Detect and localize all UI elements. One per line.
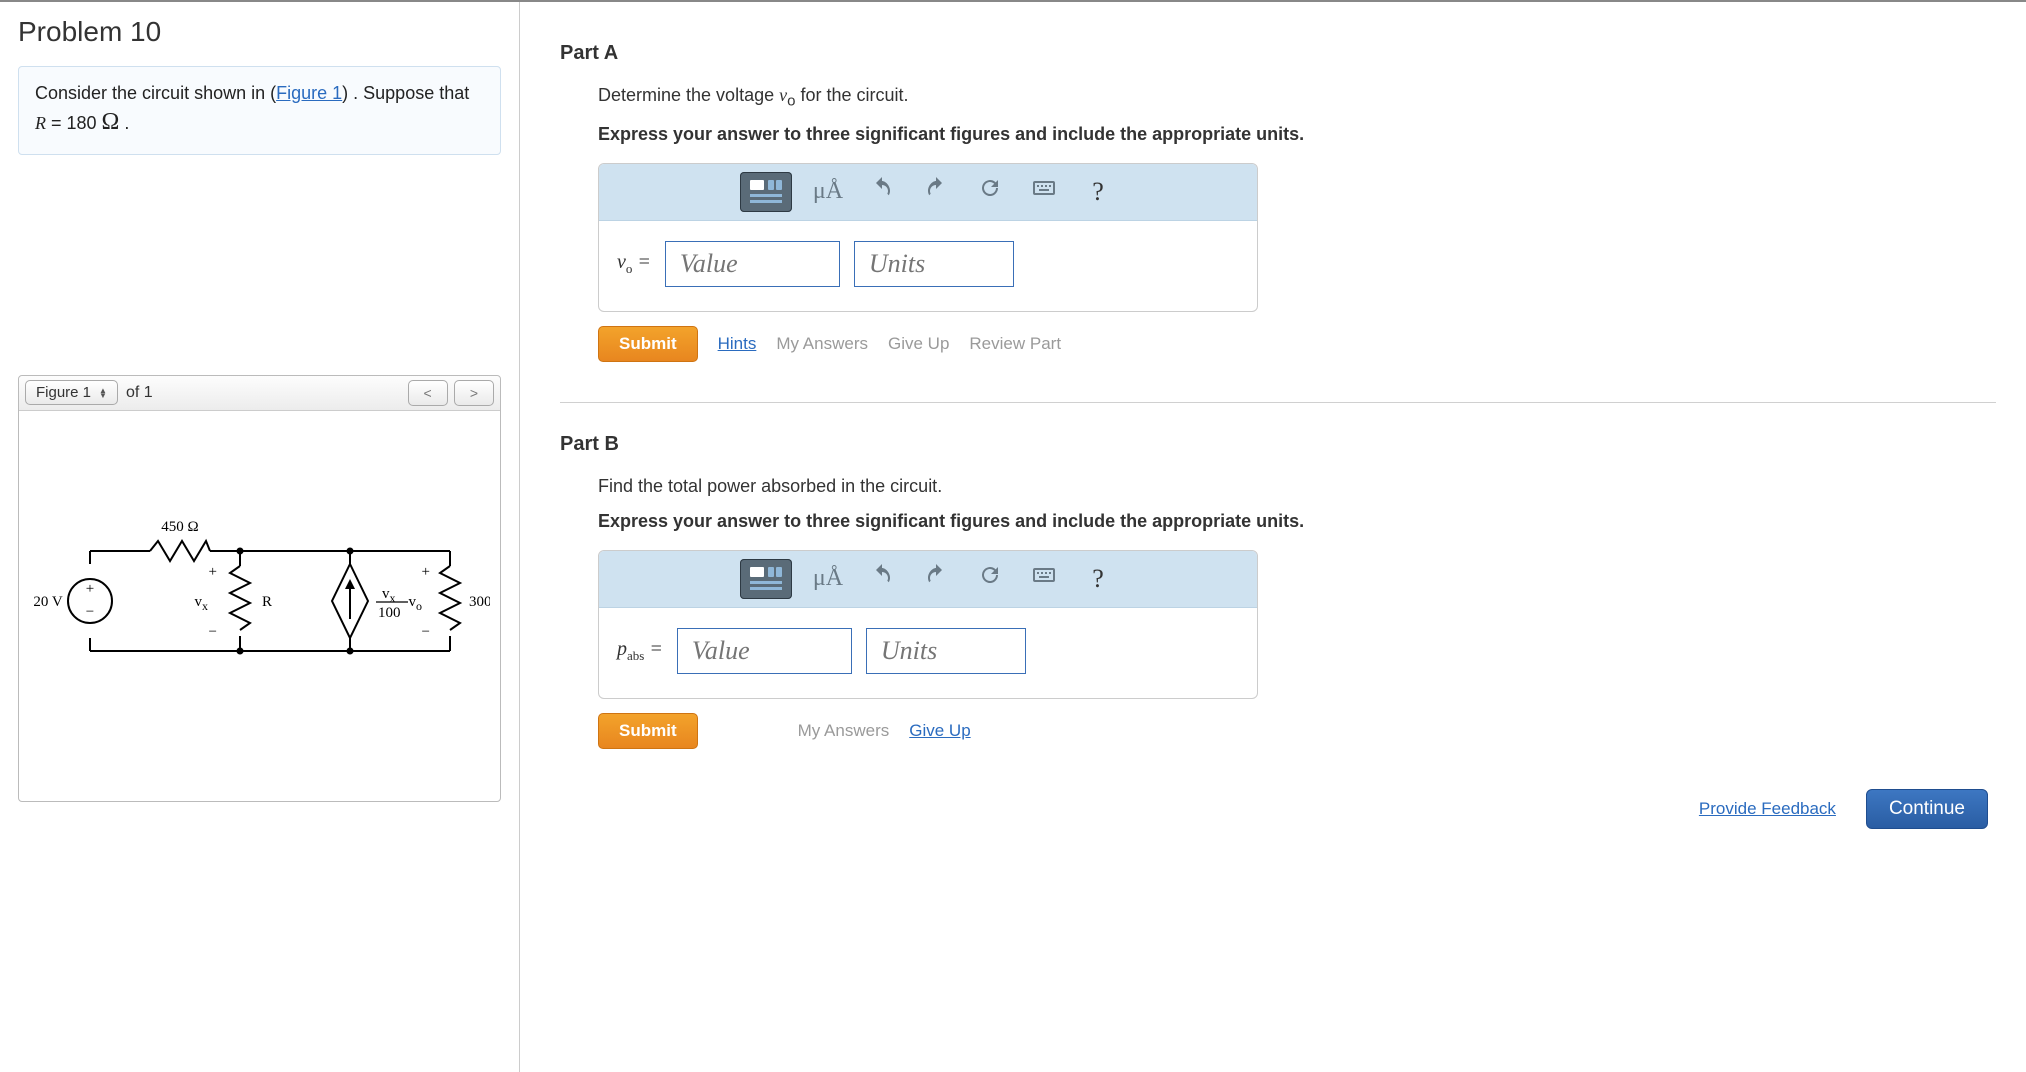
units-symbol-button[interactable]: μÅ [810,565,846,592]
part-b-value-input[interactable] [677,628,852,674]
undo-icon[interactable] [864,176,900,207]
reset-icon[interactable] [972,176,1008,207]
left-panel: Problem 10 Consider the circuit shown in… [0,2,520,1072]
svg-text:vo: vo [408,594,422,613]
part-a-submit-button[interactable]: Submit [598,326,698,362]
svg-text:+: + [208,564,216,580]
figure-body: .wire{stroke:#000;stroke-width:2;fill:no… [19,411,500,801]
continue-button[interactable]: Continue [1866,789,1988,829]
r-right-label: 300 Ω [469,594,490,610]
keyboard-icon[interactable] [1026,563,1062,594]
part-a-question: Determine the voltage vo for the circuit… [598,85,1996,110]
footer: Provide Feedback Continue [560,789,1996,829]
my-answers-label: My Answers [776,334,868,354]
svg-text:−: − [208,624,216,640]
prompt-text: . [119,113,129,133]
hints-link[interactable]: Hints [718,334,757,354]
redo-icon[interactable] [918,176,954,207]
prompt-text: = 180 [46,113,102,133]
part-b-lhs: pabs = [617,638,663,664]
figure-panel: Figure 1 ▲▼ of 1 < > .wire{stroke:#000;s… [18,375,501,802]
part-b-answer-box: μÅ ? pabs = [598,550,1258,699]
svg-text:100: 100 [378,605,401,621]
templates-button[interactable] [740,559,792,599]
stepper-icon: ▲▼ [99,388,107,398]
svg-text:−: − [85,604,93,620]
R-label: R [262,594,272,610]
omega-symbol: Ω [102,109,120,135]
help-icon[interactable]: ? [1080,564,1116,594]
help-icon[interactable]: ? [1080,177,1116,207]
part-a-instruction: Express your answer to three significant… [598,124,1996,145]
figure-count: of 1 [126,384,153,402]
svg-text:−: − [421,624,429,640]
part-a-lhs: vo = [617,251,651,277]
figure-next-button[interactable]: > [454,380,494,406]
vs-label: 20 V [33,594,62,610]
part-a-value-input[interactable] [665,241,840,287]
svg-text:+: + [85,581,93,597]
figure-header: Figure 1 ▲▼ of 1 < > [19,376,500,411]
problem-prompt: Consider the circuit shown in (Figure 1)… [18,66,501,155]
keyboard-icon[interactable] [1026,176,1062,207]
provide-feedback-link[interactable]: Provide Feedback [1699,799,1836,819]
part-b: Part B Find the total power absorbed in … [560,433,1996,749]
prompt-text: Consider the circuit shown in ( [35,83,276,103]
part-a-answer-box: μÅ ? vo = [598,163,1258,312]
reset-icon[interactable] [972,563,1008,594]
part-b-question: Find the total power absorbed in the cir… [598,476,1996,497]
var-R: R [35,113,46,133]
review-part-label: Review Part [969,334,1061,354]
part-a-actions: Submit Hints My Answers Give Up Review P… [598,326,1996,362]
part-b-actions: Submit My Answers Give Up [598,713,1996,749]
part-a-title: Part A [560,42,1996,65]
my-answers-label: My Answers [798,721,890,741]
r-top-label: 450 Ω [161,519,198,535]
problem-title: Problem 10 [18,16,501,48]
part-a: Part A Determine the voltage vo for the … [560,42,1996,362]
figure-prev-button[interactable]: < [408,380,448,406]
divider [560,402,1996,403]
part-b-title: Part B [560,433,1996,456]
figure-selector-label: Figure 1 [36,384,91,401]
svg-text:+: + [421,564,429,580]
circuit-diagram: .wire{stroke:#000;stroke-width:2;fill:no… [30,501,490,681]
part-b-instruction: Express your answer to three significant… [598,511,1996,532]
part-b-submit-button[interactable]: Submit [598,713,698,749]
prompt-text: ) . Suppose that [342,83,469,103]
give-up-label: Give Up [888,334,949,354]
figure-link[interactable]: Figure 1 [276,83,342,103]
answer-toolbar: μÅ ? [599,551,1257,608]
right-panel: Part A Determine the voltage vo for the … [520,2,2026,1072]
units-symbol-button[interactable]: μÅ [810,178,846,205]
redo-icon[interactable] [918,563,954,594]
svg-text:vx: vx [194,594,208,613]
templates-button[interactable] [740,172,792,212]
give-up-link[interactable]: Give Up [909,721,970,741]
part-b-units-input[interactable] [866,628,1026,674]
undo-icon[interactable] [864,563,900,594]
answer-toolbar: μÅ ? [599,164,1257,221]
figure-selector[interactable]: Figure 1 ▲▼ [25,380,118,405]
part-a-units-input[interactable] [854,241,1014,287]
